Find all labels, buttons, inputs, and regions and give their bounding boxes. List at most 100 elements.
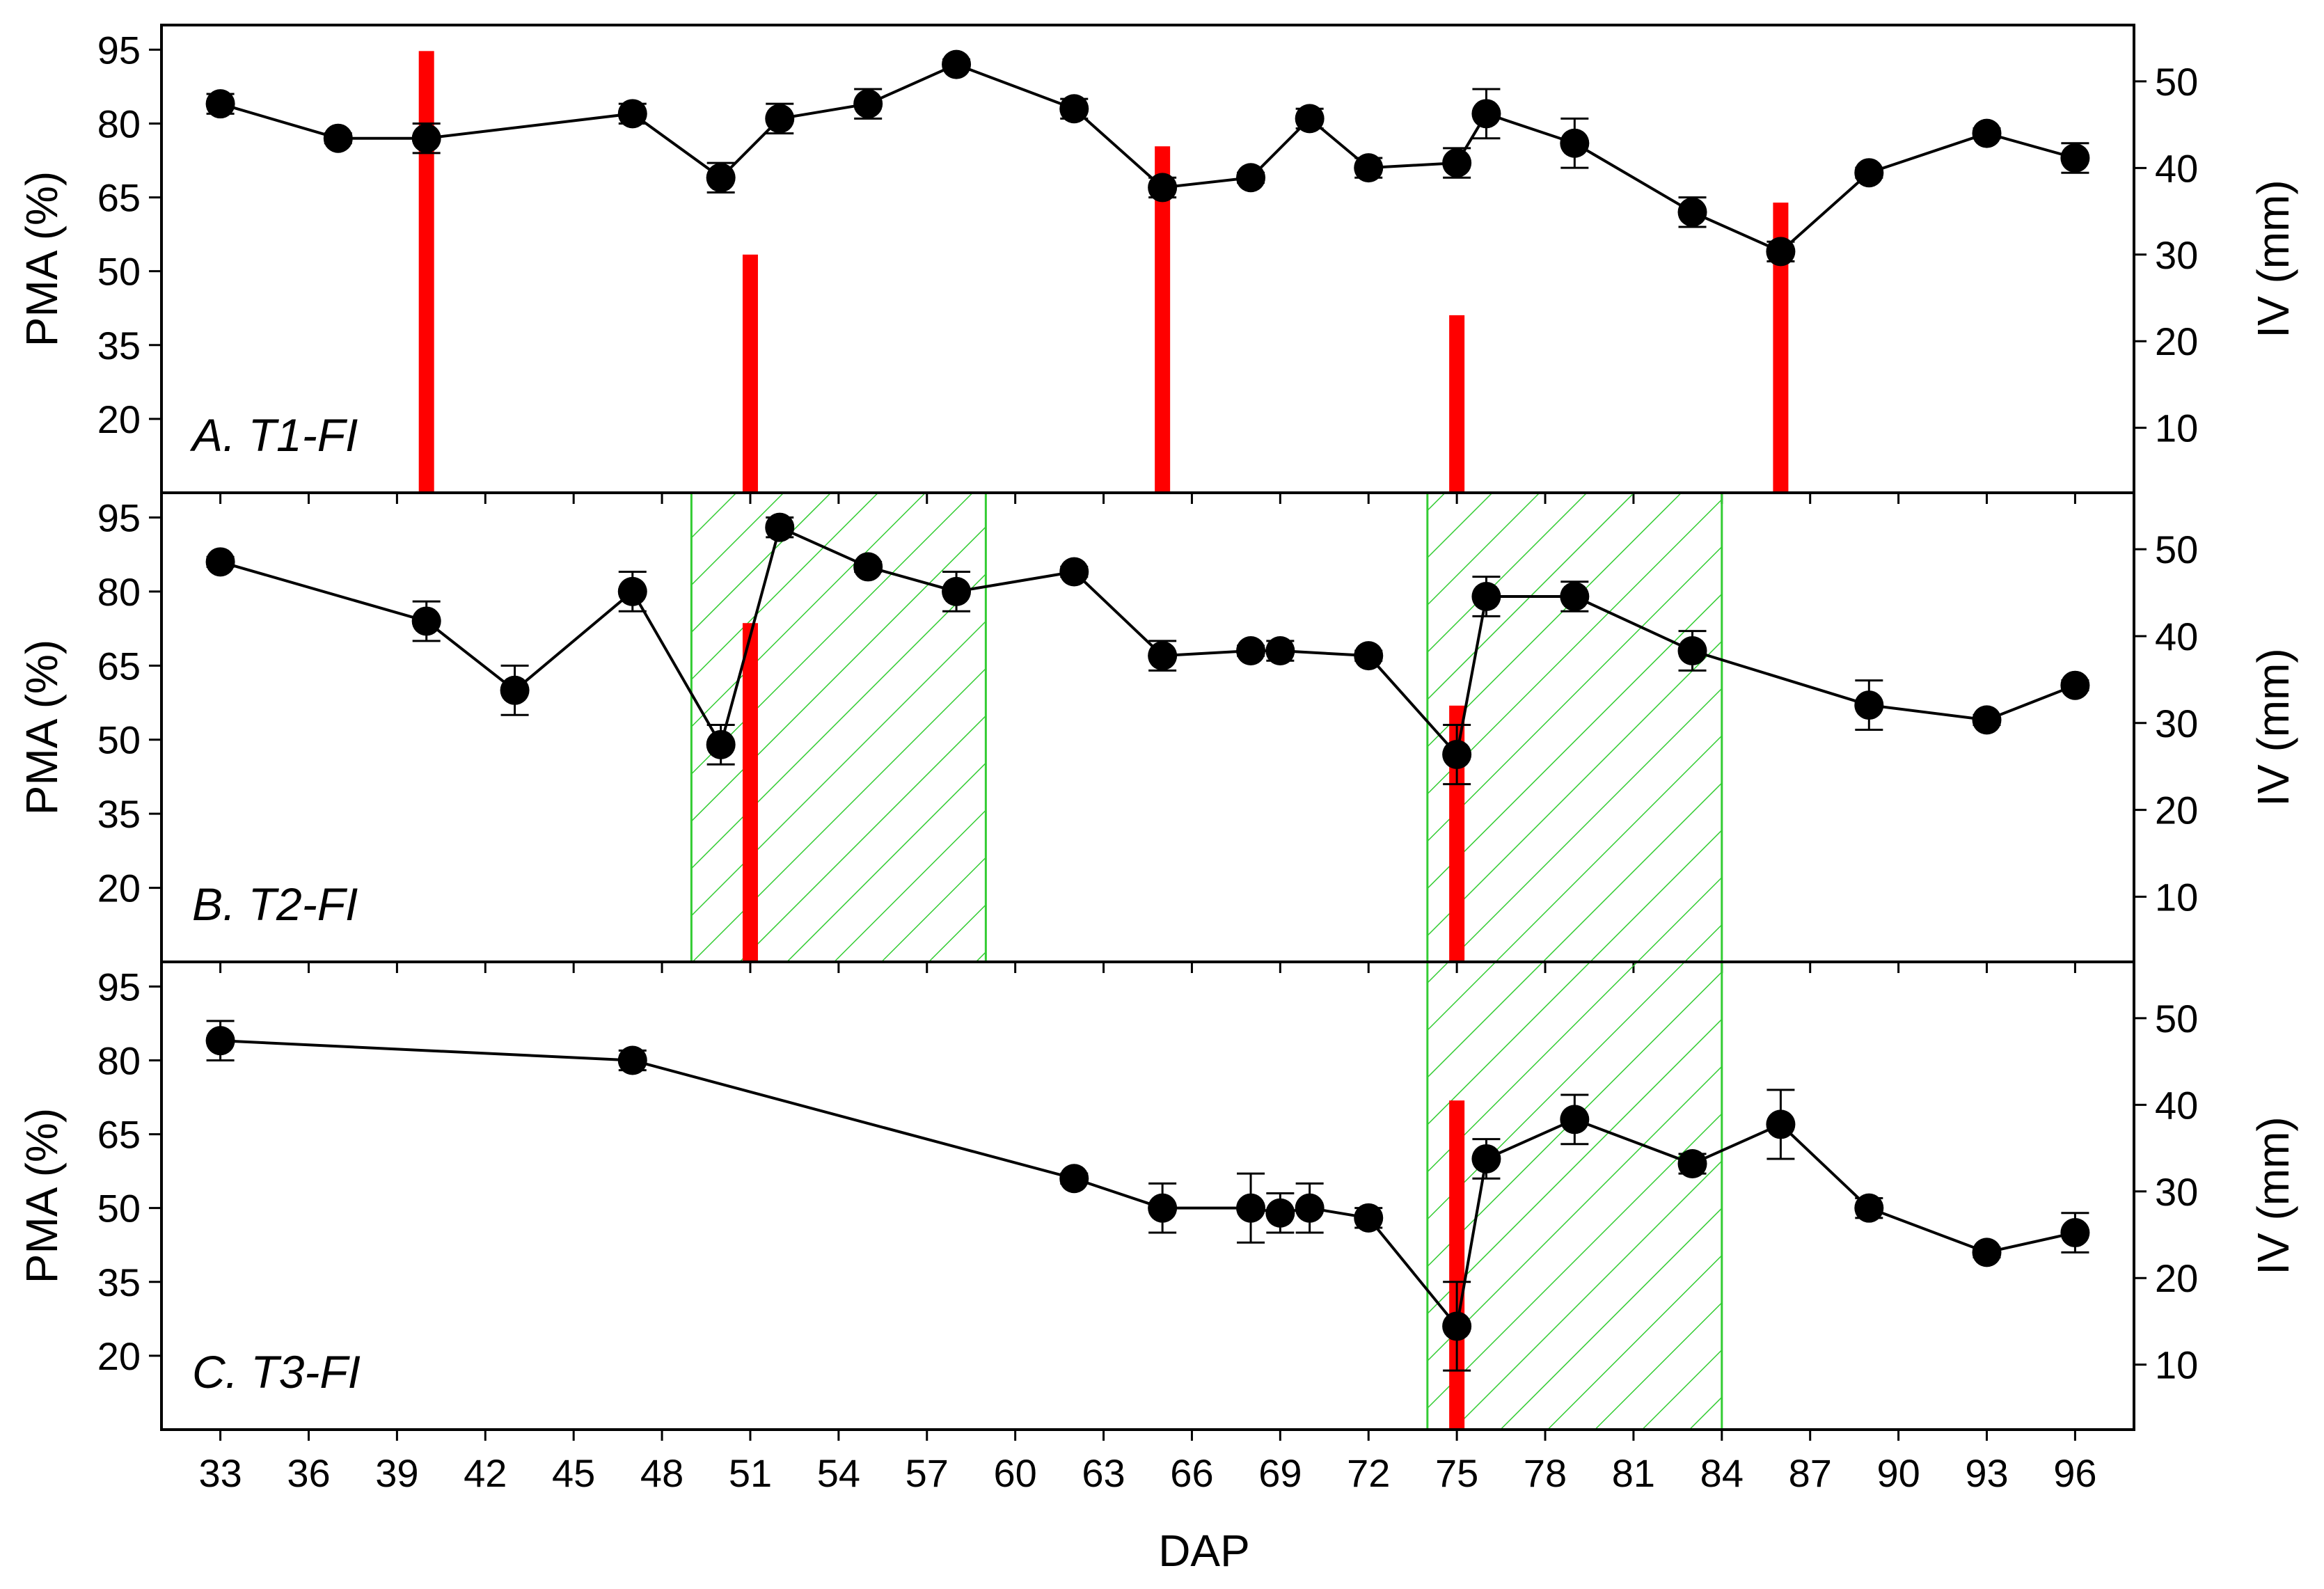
pma-point — [205, 547, 235, 577]
left-tick-label: 35 — [97, 324, 141, 367]
pma-point — [617, 99, 647, 129]
panel-2: 20 35 50 65 80 95 10 20 30 40 50 PMA (%) IV (mm) B. T… — [17, 491, 2298, 973]
panel-label: B. T2-FI — [192, 878, 358, 930]
left-tick-label: 35 — [97, 792, 141, 836]
x-tick-label: 33 — [198, 1451, 242, 1495]
pma-point — [1354, 641, 1384, 671]
right-tick-label: 20 — [2155, 319, 2198, 363]
left-tick-label: 50 — [97, 250, 141, 294]
iv-bar — [1773, 203, 1789, 493]
x-tick-label: 72 — [1347, 1451, 1390, 1495]
panel-label: C. T3-FI — [192, 1346, 361, 1398]
pma-point — [1677, 197, 1707, 227]
right-tick-label: 10 — [2155, 1343, 2198, 1387]
left-tick-label: 35 — [97, 1260, 141, 1304]
pma-point — [1148, 641, 1178, 671]
x-axis: 33 36 39 42 45 48 51 54 57 60 63 66 69 72 75 78 81 84 87 90… — [198, 1451, 2096, 1495]
panels: 20 35 50 65 80 95 10 20 30 40 50 PMA (%) IV (mm) A. T… — [17, 24, 2298, 1441]
left-tick-label: 95 — [97, 28, 141, 72]
pma-point — [500, 675, 530, 705]
iv-bar — [1449, 1100, 1465, 1430]
x-tick-label: 87 — [1789, 1451, 1832, 1495]
x-tick-label: 39 — [375, 1451, 418, 1495]
x-tick-label: 54 — [817, 1451, 860, 1495]
right-tick-label: 20 — [2155, 1256, 2198, 1300]
pma-point — [1972, 705, 2002, 735]
x-tick-label: 96 — [2053, 1451, 2096, 1495]
pma-point — [1677, 636, 1707, 666]
x-tick-label: 63 — [1082, 1451, 1125, 1495]
pma-point — [765, 104, 795, 134]
right-tick-label: 30 — [2155, 1170, 2198, 1214]
left-axis-title: PMA (%) — [17, 171, 67, 347]
x-tick-label: 42 — [464, 1451, 507, 1495]
pma-point — [1471, 581, 1501, 611]
pma-point — [323, 123, 353, 153]
pma-point — [1560, 128, 1590, 158]
pma-point — [1972, 118, 2002, 148]
left-axis-title: PMA (%) — [17, 1108, 67, 1283]
x-tick-label: 36 — [287, 1451, 330, 1495]
panel-frame — [160, 24, 2135, 494]
left-tick-label: 20 — [97, 397, 141, 441]
pma-point — [1442, 1311, 1472, 1341]
left-tick-label: 95 — [97, 965, 141, 1009]
x-tick-label: 93 — [1965, 1451, 2008, 1495]
x-tick-label: 81 — [1612, 1451, 1655, 1495]
shaded-interval — [1426, 960, 1723, 1431]
pma-point — [205, 1026, 235, 1056]
left-tick-label: 65 — [97, 1113, 141, 1157]
x-tick-label: 69 — [1258, 1451, 1302, 1495]
pma-point — [1854, 158, 1884, 188]
right-tick-label: 40 — [2155, 146, 2198, 190]
pma-point — [411, 606, 441, 636]
pma-point — [1059, 1164, 1089, 1194]
pma-point — [1236, 163, 1266, 193]
left-tick-label: 20 — [97, 1334, 141, 1378]
pma-point — [706, 729, 736, 759]
pma-point — [617, 576, 647, 606]
iv-bar — [1449, 705, 1465, 962]
left-tick-label: 80 — [97, 102, 141, 145]
pma-point — [1766, 237, 1796, 267]
pma-point — [205, 89, 235, 119]
x-tick-label: 66 — [1170, 1451, 1213, 1495]
pma-point — [1471, 1144, 1501, 1173]
iv-bar — [742, 623, 758, 962]
x-tick-label: 57 — [906, 1451, 949, 1495]
right-axis-title: IV (mm) — [2248, 180, 2298, 338]
pma-point — [1295, 104, 1325, 134]
right-axis-title: IV (mm) — [2248, 1116, 2298, 1275]
shaded-interval — [1426, 491, 1723, 963]
right-tick-label: 30 — [2155, 702, 2198, 745]
x-axis-title: DAP — [1158, 1526, 1250, 1576]
left-tick-label: 65 — [97, 176, 141, 220]
x-tick-label: 78 — [1524, 1451, 1567, 1495]
pma-point — [1148, 1193, 1178, 1223]
pma-point — [942, 576, 972, 606]
x-tick-label: 75 — [1435, 1451, 1478, 1495]
pma-point — [1560, 1105, 1590, 1135]
pma-line — [220, 63, 2076, 253]
x-tick-label: 60 — [994, 1451, 1037, 1495]
right-tick-label: 50 — [2155, 528, 2198, 571]
panel-1: 20 35 50 65 80 95 10 20 30 40 50 PMA (%) IV (mm) A. T… — [17, 24, 2298, 504]
iv-bar — [742, 254, 758, 493]
pma-line — [220, 525, 2076, 758]
pma-point — [411, 123, 441, 153]
iv-bar — [1449, 315, 1465, 493]
panel-frame — [160, 491, 2135, 963]
x-tick-label: 51 — [729, 1451, 772, 1495]
x-tick-label: 84 — [1700, 1451, 1744, 1495]
pma-point — [1265, 1198, 1295, 1228]
pma-point — [1059, 94, 1089, 124]
pma-point — [1236, 636, 1266, 666]
right-axis-title: IV (mm) — [2248, 648, 2298, 807]
pma-point — [1972, 1238, 2002, 1267]
pma-point — [1677, 1149, 1707, 1179]
left-tick-label: 50 — [97, 1187, 141, 1231]
right-tick-label: 50 — [2155, 997, 2198, 1041]
pma-point — [942, 49, 972, 79]
pma-point — [2060, 143, 2090, 173]
left-tick-label: 20 — [97, 867, 141, 910]
